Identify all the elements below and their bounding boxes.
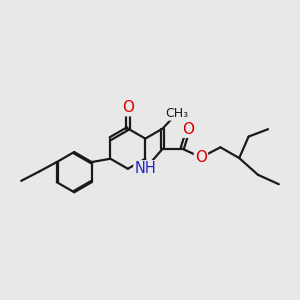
Text: O: O	[122, 100, 134, 115]
Text: CH₃: CH₃	[165, 106, 188, 120]
Text: O: O	[182, 122, 194, 137]
Text: O: O	[195, 150, 207, 165]
Text: NH: NH	[134, 161, 156, 176]
